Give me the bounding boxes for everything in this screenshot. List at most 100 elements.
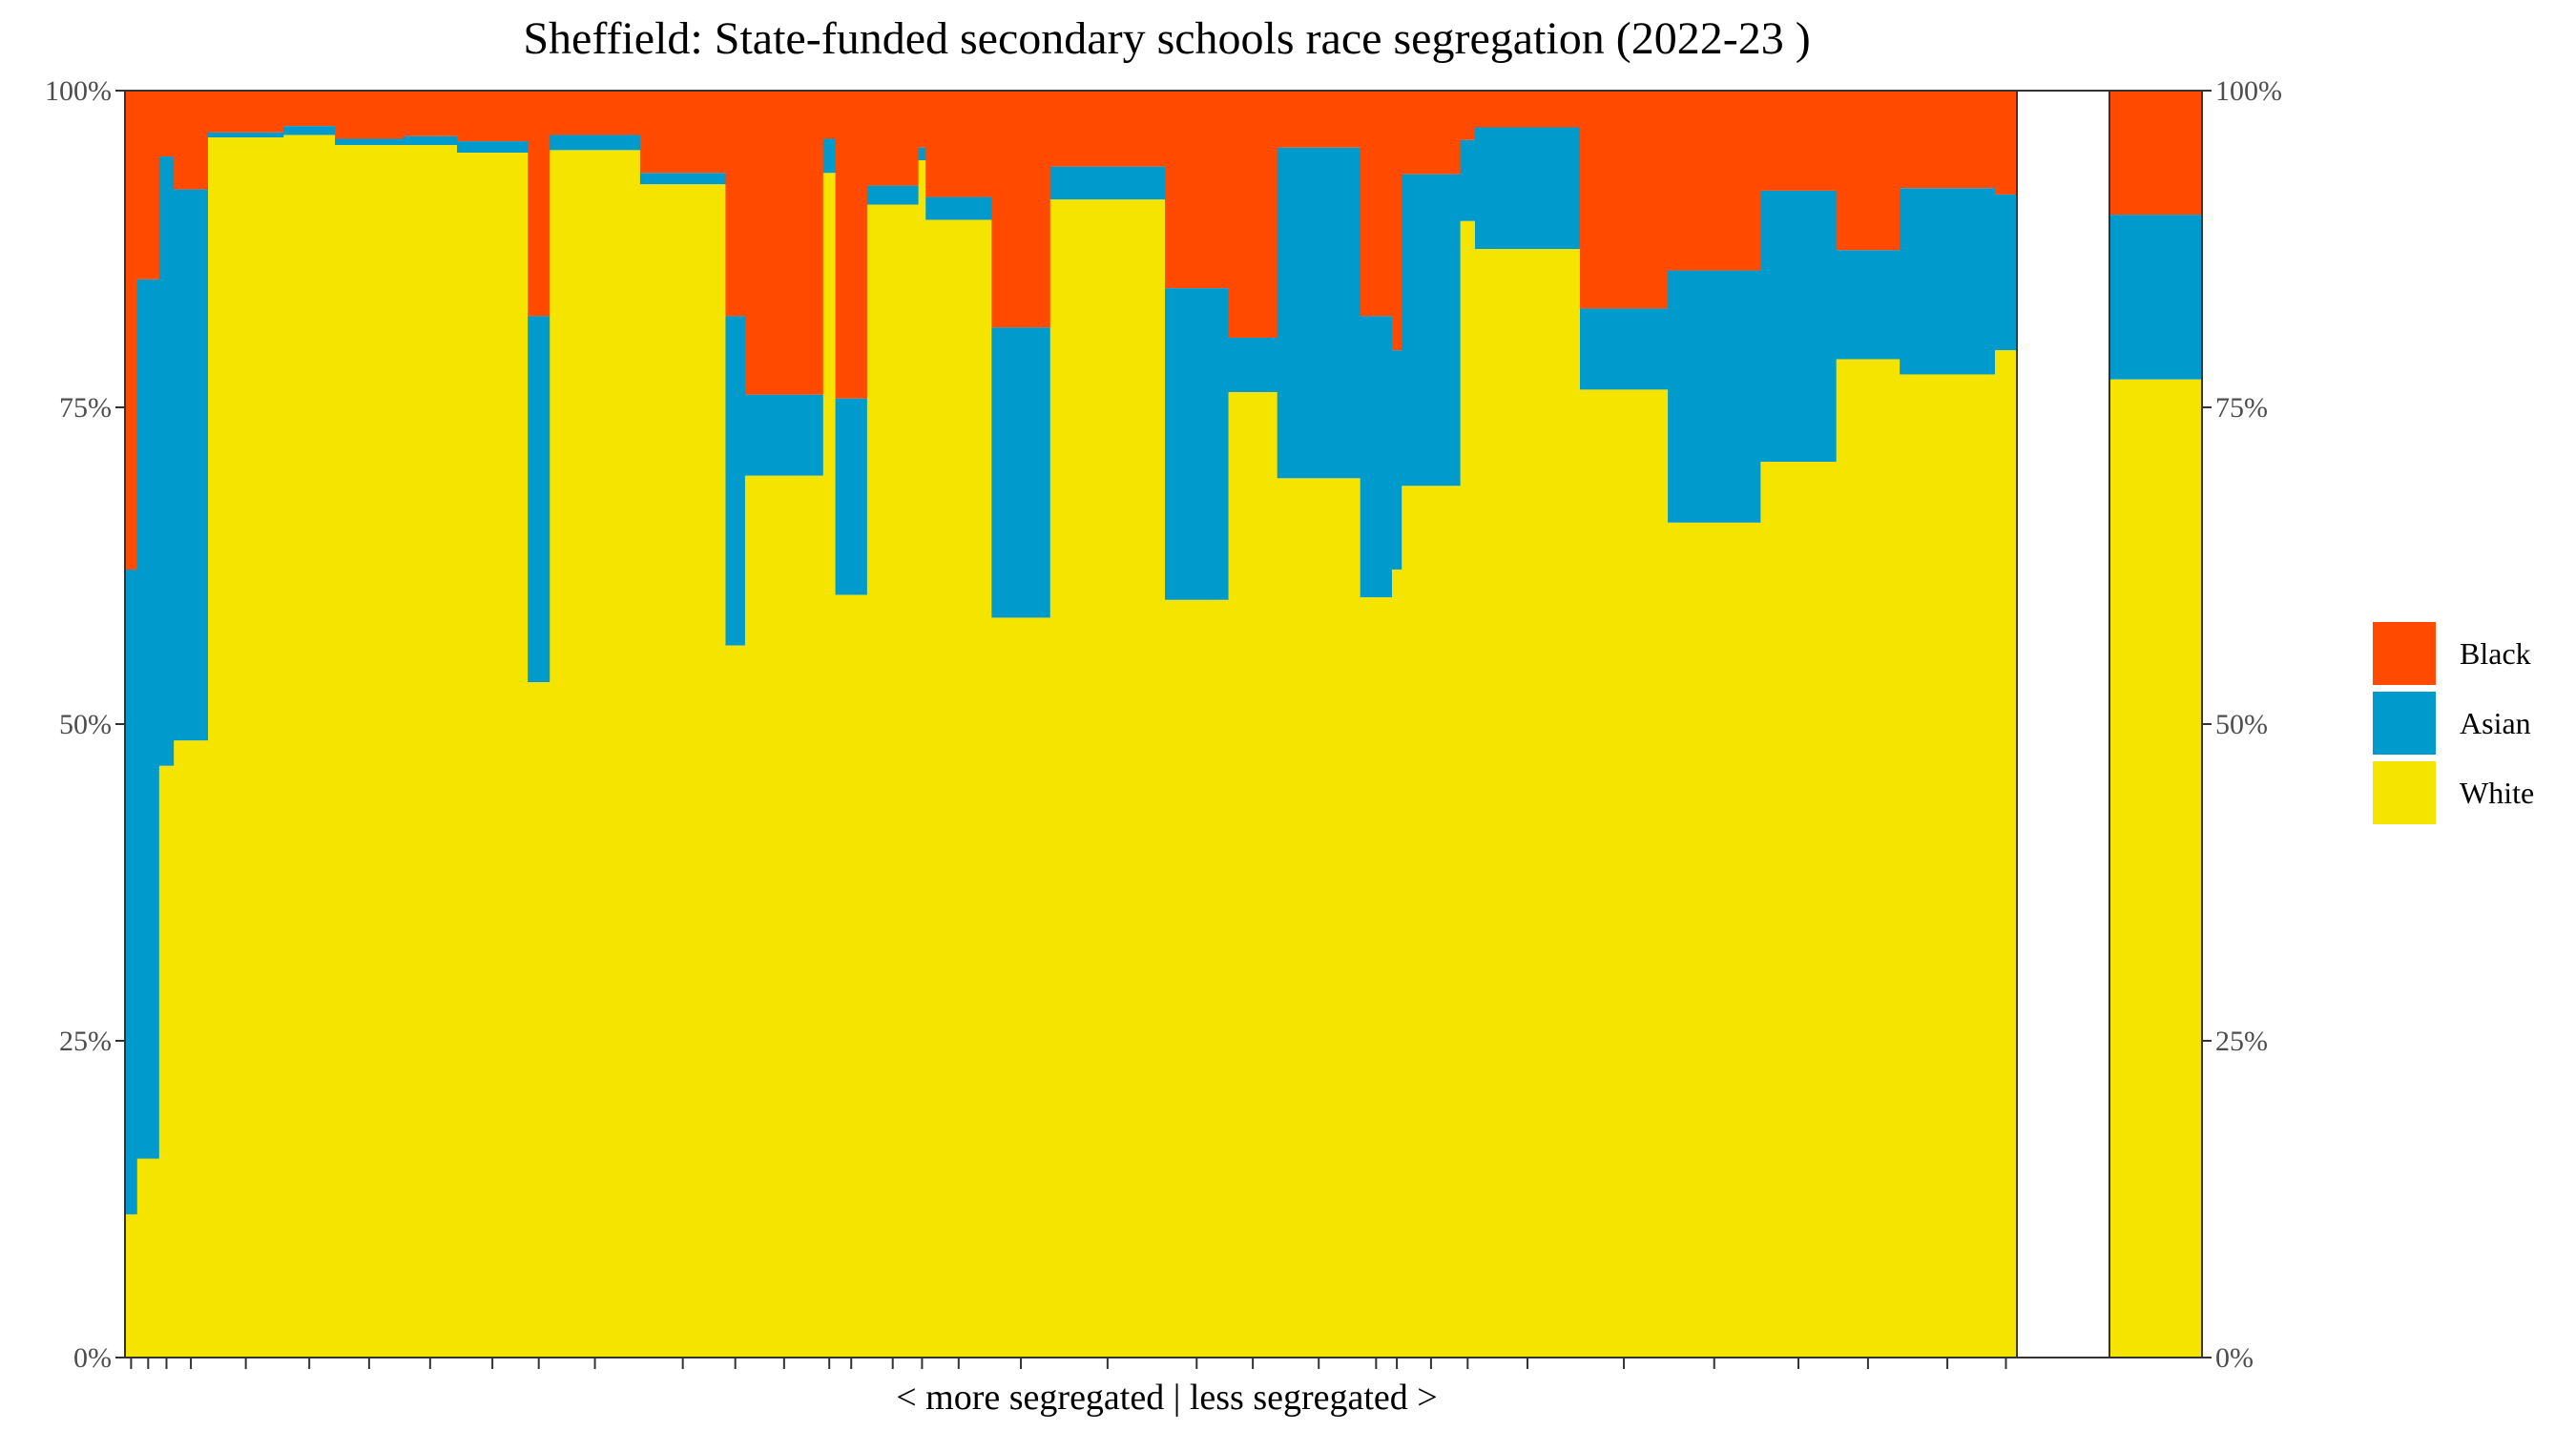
school-bar-black [1402,91,1462,175]
school-bar-black [744,91,824,395]
school-bar-black [1900,91,1996,189]
school-bar-white [725,645,746,1358]
school-bar-white [925,219,992,1358]
legend-swatch-asian [2373,692,2436,755]
school-bar-asian [918,147,926,161]
school-bar-black [822,91,837,139]
overall-bar-asian [2109,215,2202,380]
y-tick-label-right: 0% [2215,1342,2254,1374]
school-bar-white [918,160,926,1358]
school-bar-asian [1460,139,1476,221]
school-bar-white [136,1158,160,1358]
school-bar-asian [1836,250,1901,360]
overall-bar [2109,91,2202,1358]
school-bar-white [335,145,405,1358]
school-bar-asian [1668,270,1761,523]
y-tick-label: 0% [73,1342,112,1374]
y-tick-label: 25% [59,1026,112,1057]
school-bar-asian [1228,337,1278,393]
school-bar-white [403,145,458,1358]
school-bar-asian [174,189,209,741]
school-bar-asian [866,185,920,205]
school-bar-asian [1900,188,1996,375]
school-bar-white [528,682,551,1358]
school-bar-white [1900,374,1996,1358]
school-bar-white [1579,389,1669,1358]
school-bar-asian [1277,147,1361,479]
school-bar-white [550,150,641,1358]
school-bar-black [1360,91,1393,317]
school-bar-white [1474,249,1581,1358]
school-bar-asian [835,398,868,595]
school-bar-white [1228,392,1278,1358]
school-bar-black [1668,91,1761,271]
school-bar-white [744,475,824,1358]
school-bar-white [456,153,529,1358]
overall-bar-black [2109,91,2202,216]
school-bar-white [158,765,175,1358]
gap-panel [2016,90,2110,1358]
legend-label-white: White [2460,776,2534,810]
y-tick-label-right: 50% [2215,709,2268,740]
school-bar-asian [456,141,529,154]
school-bar-asian [136,279,160,1159]
school-bar-white [639,184,727,1358]
school-bar-black [283,91,336,127]
school-bar-black [158,91,175,157]
school-bar-black [1579,91,1669,309]
school-bars [125,91,2018,1358]
school-bar-white [1277,478,1361,1358]
overall-bar-white [2109,379,2202,1358]
school-bar-asian [1579,308,1669,390]
school-bar-white [283,135,336,1358]
school-bar-black [1994,91,2018,195]
school-bar-asian [1391,350,1402,570]
school-bar-asian [1402,174,1462,487]
school-bar-black [207,91,284,133]
school-bar-black [550,91,641,135]
school-bar-asian [822,138,837,174]
school-bar-black [1836,91,1901,251]
legend: Black Asian White [2373,622,2534,824]
school-bar-white [835,594,868,1358]
school-bar-asian [1165,288,1230,600]
school-bar-black [1760,91,1838,191]
school-bar-white [207,137,284,1358]
school-bar-black [991,91,1051,328]
school-bar-white [1402,486,1462,1358]
school-bar-asian [158,156,175,766]
y-tick-label: 75% [59,392,112,424]
school-bar-asian [1049,166,1166,200]
school-bar-asian [744,394,824,476]
school-bar-black [925,91,992,197]
legend-label-black: Black [2460,636,2531,671]
school-bar-asian [550,135,641,151]
school-bar-black [1474,91,1581,128]
school-bar-asian [1994,194,2018,351]
right-y-axis: 0% 25% 50% 75% 100% [2202,75,2282,1374]
school-bar-white [1049,199,1166,1358]
school-bar-black [1228,91,1278,338]
school-bar-white [125,1213,138,1358]
school-bar-asian [925,197,992,220]
school-bar-black [136,91,160,280]
school-bar-asian [207,132,284,138]
school-bar-white [866,204,920,1358]
chart-title: Sheffield: State-funded secondary school… [523,13,1810,64]
left-y-axis: 0% 25% 50% 75% 100% [45,75,125,1374]
school-bar-white [991,617,1051,1358]
school-bar-asian [725,316,746,646]
school-bar-asian [125,569,138,1214]
school-bar-black [1049,91,1166,167]
legend-label-asian: Asian [2460,706,2531,740]
school-bar-asian [528,316,551,683]
school-bar-asian [1360,316,1393,598]
school-bar-black [1165,91,1230,289]
school-bar-black [835,91,868,399]
school-bar-black [1460,91,1476,140]
school-bar-black [725,91,746,317]
school-bar-black [174,91,209,190]
school-bar-white [1760,462,1838,1358]
school-bar-black [639,91,727,174]
school-bar-black [866,91,920,186]
